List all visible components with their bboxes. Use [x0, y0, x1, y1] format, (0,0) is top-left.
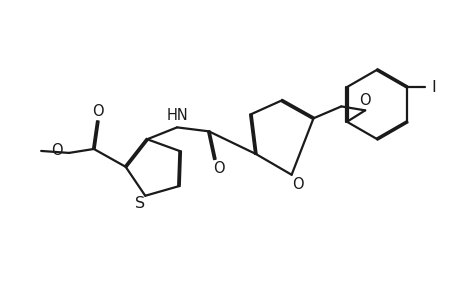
Text: O: O: [291, 177, 303, 192]
Text: S: S: [135, 196, 145, 211]
Text: I: I: [431, 80, 436, 94]
Text: O: O: [213, 161, 224, 176]
Text: O: O: [51, 143, 63, 158]
Text: O: O: [358, 93, 370, 108]
Text: O: O: [92, 104, 103, 119]
Text: HN: HN: [166, 108, 188, 123]
